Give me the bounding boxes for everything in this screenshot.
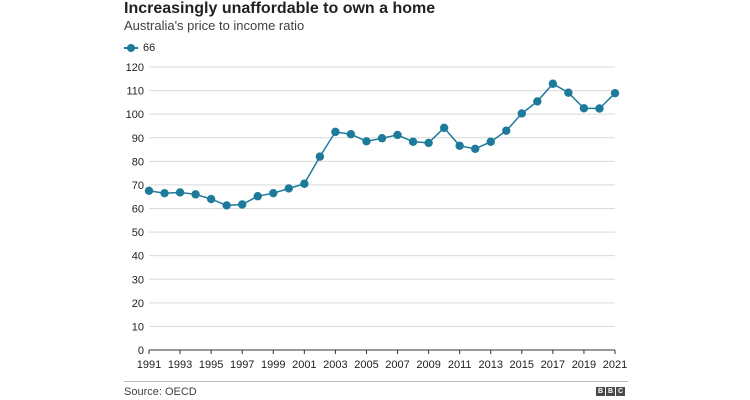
y-tick-label: 0 — [138, 345, 144, 357]
x-tick-label: 2007 — [385, 359, 409, 371]
x-tick-label: 2017 — [541, 359, 565, 371]
x-tick-label: 1999 — [261, 359, 285, 371]
x-tick-label: 2019 — [572, 359, 596, 371]
x-tick-label: 2013 — [478, 359, 502, 371]
data-point — [377, 134, 387, 143]
y-axis-ticks: 0 10 20 30 40 50 60 70 80 90 100 110 120 — [126, 62, 144, 357]
y-tick-label: 90 — [132, 133, 144, 145]
data-point — [191, 190, 200, 199]
y-tick-label: 30 — [132, 274, 144, 286]
y-tick-label: 70 — [132, 180, 144, 192]
x-tick-label: 1993 — [168, 359, 192, 371]
x-axis-ticks: 1991 1993 1995 1997 1999 2001 2003 2005 2007 2009… — [137, 350, 627, 371]
y-tick-label: 20 — [132, 298, 144, 310]
bbc-logo-letter: B — [596, 387, 605, 396]
data-point — [206, 194, 216, 204]
x-tick-label: 2001 — [292, 359, 316, 371]
data-point — [471, 144, 480, 154]
y-tick-label: 100 — [126, 109, 144, 121]
data-point — [144, 186, 154, 196]
source-note: Source: OECD — [124, 386, 197, 398]
data-point — [315, 152, 325, 161]
data-point — [238, 200, 247, 209]
data-point — [610, 88, 620, 98]
legend-marker-icon — [124, 43, 138, 53]
grid-lines — [149, 66, 615, 327]
bbc-logo: B B C — [596, 387, 625, 396]
data-point — [253, 192, 262, 201]
data-point — [517, 109, 526, 118]
legend: 66 — [124, 41, 155, 55]
x-tick-label: 2003 — [323, 359, 347, 371]
data-point — [222, 201, 231, 210]
x-tick-label: 2011 — [448, 359, 472, 371]
footer-divider — [124, 381, 628, 382]
data-point — [455, 141, 464, 150]
bbc-logo-letter: B — [606, 387, 615, 396]
data-point — [579, 104, 589, 113]
data-point — [408, 137, 418, 146]
data-point — [269, 188, 278, 198]
data-point — [346, 130, 356, 139]
data-point — [362, 137, 371, 146]
data-point — [300, 179, 309, 188]
y-tick-label: 120 — [126, 62, 144, 74]
chart-subtitle: Australia's price to income ratio — [124, 18, 305, 33]
data-point — [284, 184, 293, 193]
data-points — [144, 79, 620, 210]
x-tick-label: 1995 — [199, 359, 223, 371]
data-point — [486, 137, 495, 146]
x-tick-label: 1991 — [137, 359, 161, 371]
data-point — [331, 127, 340, 137]
data-point — [533, 97, 542, 106]
y-tick-label: 50 — [132, 227, 144, 239]
chart-title: Increasingly unaffordable to own a home — [124, 0, 436, 17]
data-point — [175, 188, 185, 197]
data-point — [160, 188, 169, 198]
bbc-logo-letter: C — [616, 387, 625, 396]
data-point — [439, 123, 449, 133]
x-tick-label: 2009 — [416, 359, 440, 371]
data-point — [393, 130, 402, 140]
x-tick-label: 2005 — [354, 359, 378, 371]
x-tick-label: 1997 — [230, 359, 254, 371]
y-tick-label: 10 — [132, 321, 144, 333]
y-tick-label: 40 — [132, 251, 144, 263]
y-tick-label: 80 — [132, 156, 144, 168]
data-point — [502, 126, 511, 135]
y-tick-label: 110 — [126, 86, 144, 98]
legend-marker-dot — [127, 44, 135, 52]
data-point — [548, 79, 558, 88]
series-line — [148, 82, 616, 207]
data-point — [564, 88, 573, 97]
data-point — [595, 104, 604, 113]
x-tick-label: 2021 — [603, 359, 627, 371]
y-tick-label: 60 — [132, 204, 144, 216]
data-point — [424, 138, 433, 148]
x-tick-label: 2015 — [510, 359, 534, 371]
legend-label: 66 — [143, 42, 156, 54]
